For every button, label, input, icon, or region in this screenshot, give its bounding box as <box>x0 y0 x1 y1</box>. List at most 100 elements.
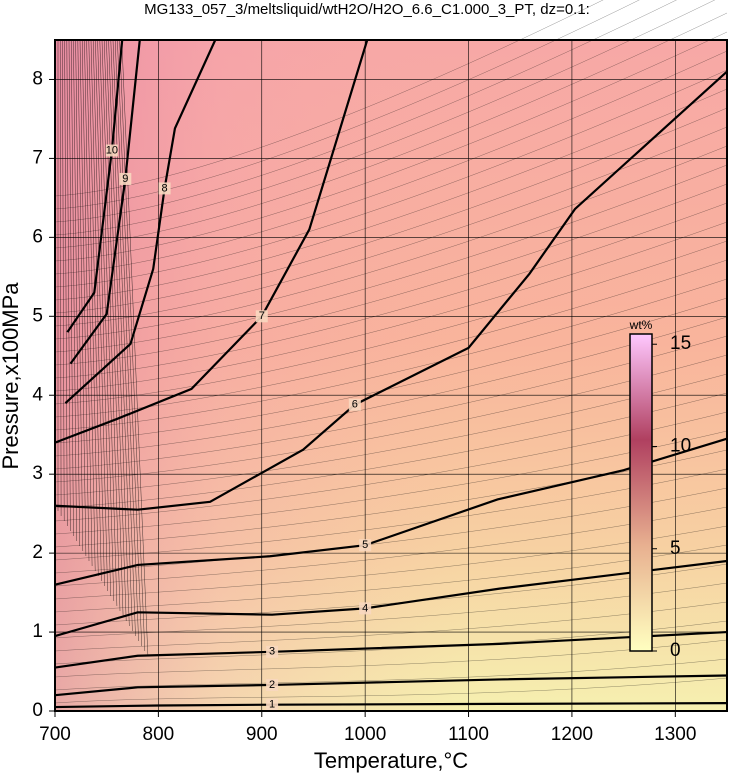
contour-label: 9 <box>122 173 128 185</box>
thin-contour <box>54 202 728 379</box>
thin-contour <box>54 582 728 639</box>
x-tick-label: 800 <box>143 724 175 745</box>
thin-contour <box>54 31 728 262</box>
thin-contour <box>54 240 728 405</box>
x-axis-label: Temperature,°C <box>314 748 468 773</box>
contour-label-bg <box>105 144 118 157</box>
dense-contour <box>64 39 68 527</box>
dense-contour <box>112 39 136 637</box>
contour-label: 2 <box>269 679 275 691</box>
dense-contour <box>73 39 80 547</box>
contour-label-bg <box>266 678 279 691</box>
contour-line <box>69 39 141 365</box>
contour-label-bg <box>119 172 132 185</box>
thin-contour <box>54 278 728 431</box>
y-tick-label: 3 <box>32 463 43 484</box>
thin-contour <box>54 335 728 470</box>
thin-contour <box>54 12 728 249</box>
contour-label: 6 <box>352 399 358 411</box>
y-tick-label: 8 <box>32 68 43 89</box>
contour-line <box>66 39 124 333</box>
dense-contour <box>99 39 118 607</box>
dense-contour <box>106 39 127 622</box>
thin-contour <box>54 373 728 496</box>
dense-contour <box>101 39 121 612</box>
dense-contour <box>117 39 142 647</box>
dense-contour <box>103 39 124 617</box>
thin-contour <box>54 69 728 288</box>
x-tick-label: 1200 <box>551 724 593 745</box>
dense-contour <box>70 39 77 542</box>
thin-contour <box>54 183 728 366</box>
y-axis-label: Pressure,x100MPa <box>0 282 23 470</box>
contour-label-bg <box>359 602 372 615</box>
thin-contour <box>54 506 728 587</box>
thin-contour <box>54 221 728 392</box>
colorbar-label: wt% <box>629 318 653 332</box>
dense-contour <box>59 39 62 517</box>
thin-contour <box>54 658 728 691</box>
y-tick-label: 1 <box>32 621 43 642</box>
colorbar-tick-label: 15 <box>670 333 691 354</box>
dense-contour <box>66 39 71 532</box>
colorbar-tick-label: 10 <box>670 435 691 456</box>
thin-contour <box>54 544 728 613</box>
y-tick-label: 6 <box>32 226 43 247</box>
contour-label-bg <box>348 398 361 411</box>
contour-line <box>54 559 728 638</box>
contour-label: 5 <box>362 539 368 551</box>
dense-contour <box>88 39 102 582</box>
thin-contour <box>54 563 728 626</box>
thin-contour <box>54 525 728 600</box>
thin-contour <box>54 164 728 353</box>
thin-contour <box>54 126 728 327</box>
x-tick-label: 700 <box>39 724 71 745</box>
thin-contour <box>54 259 728 418</box>
y-tick-label: 0 <box>32 700 43 721</box>
contour-label-bg <box>266 698 279 711</box>
dense-contour <box>75 39 84 552</box>
dense-contour <box>62 39 65 522</box>
y-tick-label: 2 <box>32 542 43 563</box>
y-tick-label: 7 <box>32 147 43 168</box>
dense-contour <box>68 39 74 537</box>
contour-label: 4 <box>362 602 368 614</box>
chart-title: MG133_057_3/meltsliquid/wtH2O/H2O_6.6_C1… <box>144 1 590 18</box>
plot-shade <box>55 40 727 711</box>
contour-label: 8 <box>162 182 168 194</box>
y-tick-label: 4 <box>32 384 43 405</box>
dense-contour <box>119 39 146 652</box>
thin-contour <box>54 50 728 275</box>
dense-contour <box>90 39 105 587</box>
thin-contour <box>54 88 728 301</box>
thin-contour <box>54 0 677 223</box>
contour-label: 1 <box>269 699 275 711</box>
colorbar-tick-label: 0 <box>670 640 681 661</box>
dense-contour <box>77 39 87 557</box>
dense-contour <box>86 39 99 577</box>
contour-label-bg <box>255 310 268 323</box>
contour-label-bg <box>266 645 279 658</box>
plot-frame <box>54 39 728 712</box>
contour-line <box>64 39 217 404</box>
thin-contour <box>54 468 728 561</box>
thin-contour <box>54 411 728 522</box>
contour-label: 10 <box>106 144 118 156</box>
contour-line <box>54 39 369 444</box>
thin-contour <box>54 0 640 210</box>
thin-contour <box>54 354 728 483</box>
contour-label-bg <box>158 182 171 195</box>
contour-label: 3 <box>269 646 275 658</box>
thin-contour <box>54 620 728 665</box>
dense-contour <box>84 39 96 572</box>
x-tick-label: 900 <box>246 724 278 745</box>
thin-contour <box>54 297 728 444</box>
thin-contour <box>54 145 728 340</box>
colorbar <box>629 333 653 652</box>
x-tick-label: 1100 <box>448 724 489 745</box>
thin-contour <box>54 601 728 652</box>
thin-contour <box>54 0 716 236</box>
x-tick-label: 1000 <box>344 724 386 745</box>
dense-contour <box>110 39 133 632</box>
